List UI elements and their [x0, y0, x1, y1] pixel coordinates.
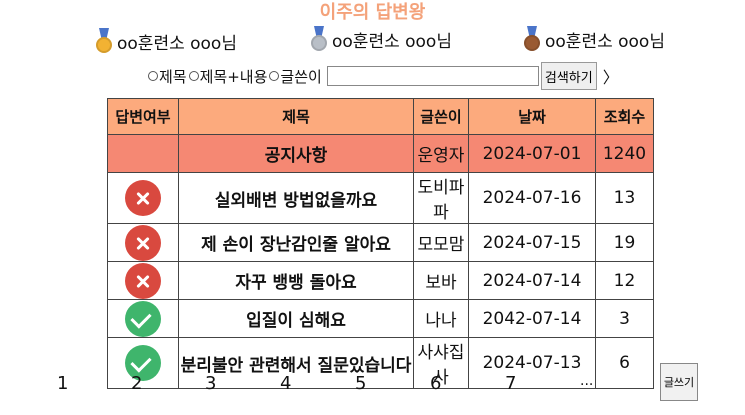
post-author: 보바 — [413, 261, 469, 300]
rank-second-name: oo훈련소 ooo님 — [332, 31, 452, 52]
post-views: 3 — [595, 299, 654, 338]
radio-icon — [188, 71, 199, 81]
notice-title[interactable]: 공지사항 — [178, 134, 414, 173]
search-option-author[interactable]: 글쓴이 — [269, 66, 322, 87]
post-title[interactable]: 제 손이 장난감인줄 알아요 — [178, 223, 414, 262]
silver-medal-icon — [310, 26, 328, 52]
post-author: 사샤집사 — [413, 337, 469, 389]
post-date: 2024-07-13 — [468, 337, 596, 389]
post-author: 모모맘 — [413, 223, 469, 262]
page-link-7[interactable]: 7 — [505, 373, 517, 394]
rank-first: oo훈련소 ooo님 — [95, 26, 237, 56]
search-input[interactable] — [326, 66, 539, 86]
unanswered-x-icon — [125, 224, 161, 261]
unanswered-x-icon — [125, 180, 161, 216]
page-link-3[interactable]: 3 — [205, 373, 217, 394]
rank-third: oo훈련소 ooo님 — [523, 24, 665, 54]
header-date: 날짜 — [468, 98, 596, 135]
rank-first-name: oo훈련소 ooo님 — [117, 33, 237, 54]
post-date: 2042-07-14 — [468, 299, 596, 338]
post-views: 6 — [595, 337, 654, 389]
header-views: 조회수 — [595, 98, 654, 135]
answered-check-icon — [125, 300, 161, 337]
write-button[interactable]: 글쓰기 — [660, 363, 698, 401]
answer-status-cell — [107, 261, 179, 300]
post-date: 2024-07-15 — [468, 223, 596, 262]
page-link-4[interactable]: 4 — [280, 373, 292, 394]
page-ellipsis: ... — [580, 373, 594, 389]
radio-icon — [148, 71, 158, 81]
table-row[interactable]: 입질이 심해요 나나 2042-07-14 3 — [107, 299, 654, 338]
post-title[interactable]: 입질이 심해요 — [178, 299, 414, 338]
chevron-right-icon[interactable]: 〉 — [602, 68, 619, 87]
table-header-row: 답변여부 제목 글쓴이 날짜 조회수 — [107, 98, 654, 135]
page-link-2[interactable]: 2 — [131, 373, 143, 394]
rank-second: oo훈련소 ooo님 — [310, 24, 452, 54]
search-option-title[interactable]: 제목 — [148, 66, 187, 87]
notice-author: 운영자 — [413, 134, 469, 173]
page-link-1[interactable]: 1 — [57, 373, 69, 394]
notice-date: 2024-07-01 — [468, 134, 596, 173]
search-option-title-content[interactable]: 제목+내용 — [188, 66, 267, 87]
table-row[interactable]: 자꾸 뱅뱅 돌아요 보바 2024-07-14 12 — [107, 261, 654, 300]
rank-third-name: oo훈련소 ooo님 — [545, 31, 665, 52]
answer-status-cell — [107, 223, 179, 262]
post-author: 나나 — [413, 299, 469, 338]
search-button[interactable]: 검색하기 — [540, 62, 597, 90]
post-title[interactable]: 자꾸 뱅뱅 돌아요 — [178, 261, 414, 300]
post-title[interactable]: 실외배변 방법없을까요 — [178, 172, 414, 224]
answer-status-cell — [107, 299, 179, 338]
gold-medal-icon — [95, 28, 113, 54]
header-author: 글쓴이 — [413, 98, 469, 135]
qna-table: 답변여부 제목 글쓴이 날짜 조회수 공지사항 운영자 2024-07-01 1… — [107, 98, 654, 389]
answer-status-cell — [107, 172, 179, 224]
search-bar: 제목 제목+내용 글쓴이 검색하기 〉 — [148, 62, 619, 90]
page-title: 이주의 답변왕 — [319, 2, 426, 23]
post-author: 도비파파 — [413, 172, 469, 224]
post-views: 13 — [595, 172, 654, 224]
notice-status-cell — [107, 134, 179, 173]
post-views: 19 — [595, 223, 654, 262]
table-row[interactable]: 제 손이 장난감인줄 알아요 모모맘 2024-07-15 19 — [107, 223, 654, 262]
bronze-medal-icon — [523, 26, 541, 52]
radio-icon — [269, 71, 280, 81]
unanswered-x-icon — [125, 262, 161, 299]
post-date: 2024-07-14 — [468, 261, 596, 300]
post-title[interactable]: 분리불안 관련해서 질문있습니다 — [178, 337, 414, 389]
answered-check-icon — [125, 345, 161, 381]
notice-row[interactable]: 공지사항 운영자 2024-07-01 1240 — [107, 134, 654, 173]
notice-views: 1240 — [595, 134, 654, 173]
header-answered: 답변여부 — [107, 98, 179, 135]
table-row[interactable]: 분리불안 관련해서 질문있습니다 사샤집사 2024-07-13 6 — [107, 337, 654, 389]
post-views: 12 — [595, 261, 654, 300]
answer-status-cell — [107, 337, 179, 389]
page-link-6[interactable]: 6 — [430, 373, 442, 394]
page-link-5[interactable]: 5 — [355, 373, 367, 394]
header-title: 제목 — [178, 98, 414, 135]
post-date: 2024-07-16 — [468, 172, 596, 224]
table-row[interactable]: 실외배변 방법없을까요 도비파파 2024-07-16 13 — [107, 172, 654, 224]
